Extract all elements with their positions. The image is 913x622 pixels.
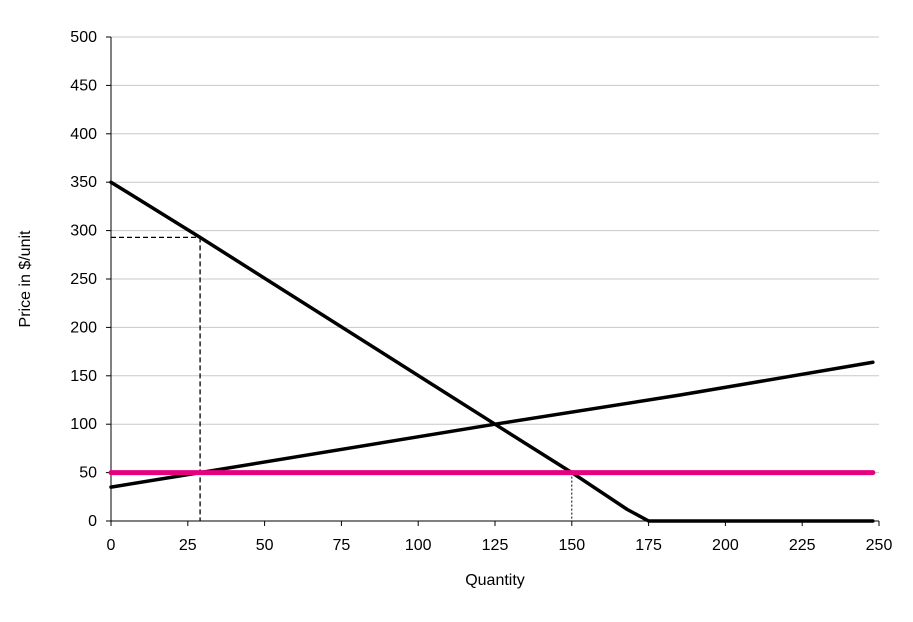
y-tick-label: 200 [70, 319, 97, 336]
x-tick-label: 0 [107, 537, 116, 554]
x-tick-label: 25 [179, 537, 197, 554]
y-tick-label: 500 [70, 29, 97, 46]
x-tick-label: 100 [405, 537, 432, 554]
x-tick-label: 200 [712, 537, 739, 554]
x-tick-label: 250 [866, 537, 893, 554]
y-tick-label: 0 [88, 513, 97, 530]
guide-lines [111, 236, 573, 521]
y-tick-label: 400 [70, 126, 97, 143]
y-tick-label: 300 [70, 223, 97, 240]
x-tick-label: 150 [558, 537, 585, 554]
y-tick-label: 250 [70, 271, 97, 288]
y-axis-title: Price in $/unit [17, 230, 34, 327]
x-tick-label: 75 [333, 537, 351, 554]
x-tick-label: 50 [256, 537, 274, 554]
y-tick-label: 100 [70, 416, 97, 433]
y-tick-label: 50 [79, 465, 97, 482]
x-axis-title: Quantity [465, 572, 525, 589]
y-tick-label: 450 [70, 77, 97, 94]
series-lines [108, 180, 876, 523]
x-tick-label: 175 [635, 537, 662, 554]
x-tick-label: 225 [789, 537, 816, 554]
supply-line [109, 360, 875, 489]
y-tick-label: 350 [70, 174, 97, 191]
x-tick-label: 125 [482, 537, 509, 554]
y-tick-label: 150 [70, 368, 97, 385]
gridlines [111, 36, 879, 474]
axis-ticks: 0 50 100 150 200 250 300 350 400 450 500 0 25 50 75 100… [70, 29, 892, 554]
